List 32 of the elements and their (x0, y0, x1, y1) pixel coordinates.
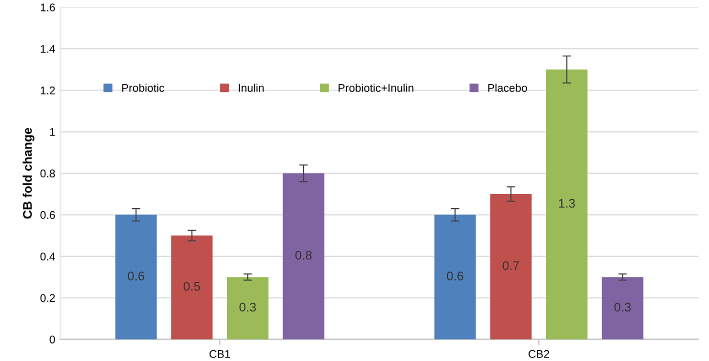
y-tick-label: 0.6 (40, 211, 55, 219)
legend-label: Inulin (238, 84, 264, 92)
y-axis-title: CB fold change (22, 128, 34, 219)
data-label: 1.3 (559, 198, 575, 208)
bar (602, 277, 644, 340)
legend-label: Probiotic+Inulin (338, 84, 414, 92)
y-tick-label: 0.8 (40, 170, 55, 178)
data-label: 0.3 (614, 302, 631, 312)
bar (226, 277, 268, 340)
x-tick-label: CB1 (210, 350, 230, 358)
data-label: 0.6 (128, 272, 144, 280)
y-tick-label: 1.6 (40, 3, 55, 12)
y-tick-label: 1.2 (40, 86, 55, 94)
data-label: 0.8 (295, 250, 312, 260)
data-label: 0.3 (240, 302, 256, 312)
bar (490, 194, 532, 340)
bar (171, 236, 213, 340)
data-label: 0.6 (446, 272, 464, 280)
legend-label: Placebo (488, 84, 528, 92)
legend-label: Probiotic (122, 84, 164, 92)
bar (115, 214, 157, 340)
y-tick-label: 0 (50, 336, 55, 344)
y-tick-label: 1 (50, 128, 55, 136)
bar (282, 173, 324, 340)
bar (434, 214, 476, 340)
bar (546, 69, 588, 340)
data-label: 0.5 (184, 282, 200, 291)
y-tick-label: 1.4 (40, 45, 56, 53)
y-tick-label: 0.2 (40, 294, 55, 302)
data-label: 0.7 (502, 261, 519, 270)
x-tick-label: CB2 (528, 350, 550, 358)
y-tick-label: 0.4 (40, 252, 56, 260)
